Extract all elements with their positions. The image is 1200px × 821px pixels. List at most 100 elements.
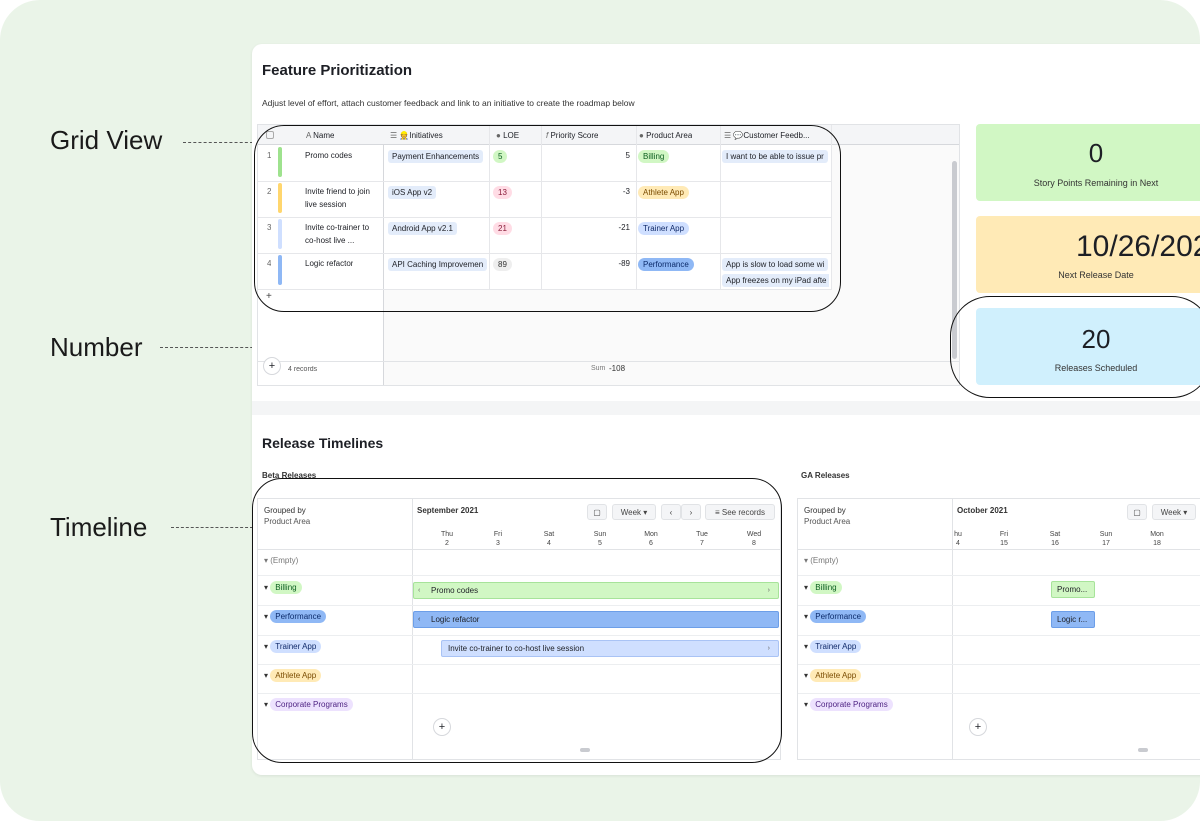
group-corporate-programs[interactable]: ▾ Corporate Programs (264, 698, 353, 711)
column-name-header[interactable]: A Name (306, 131, 335, 140)
loe-pill[interactable]: 89 (493, 258, 512, 271)
add-record-button[interactable]: + (263, 357, 281, 375)
chevron-down-icon: ▾ (264, 612, 269, 621)
chevron-right-icon: › (767, 645, 770, 652)
week-dropdown[interactable]: Week ▾ (612, 504, 656, 520)
chevron-down-icon: ▾ (1183, 507, 1188, 517)
chevron-down-icon: ▾ (264, 583, 269, 592)
row-name[interactable]: Promo codes (305, 151, 353, 160)
timeline-month: October 2021 (957, 506, 1008, 515)
timeline-bar-logic-refactor[interactable]: ‹ Logic refactor (413, 611, 779, 628)
chevron-down-icon: ▾ (643, 507, 648, 517)
column-area-header[interactable]: ● Product Area (639, 131, 693, 140)
column-divider (489, 125, 490, 290)
initiative-chip[interactable]: API Caching Improvemen (388, 258, 488, 271)
day-label: Sat 4 (543, 531, 555, 547)
chevron-right-icon: › (767, 587, 770, 594)
grouped-by-field[interactable]: Product Area (804, 517, 851, 526)
column-feedback-header[interactable]: ☰ 💬Customer Feedb... (724, 131, 810, 140)
row-name[interactable]: Invite co-trainer to (305, 223, 370, 232)
group-billing[interactable]: ▾ Billing (264, 581, 302, 594)
calendar-icon-button[interactable]: ▢ (587, 504, 607, 520)
initiative-chip[interactable]: Android App v2.1 (388, 222, 457, 235)
feedback-chip[interactable]: I want to be able to issue pr (722, 150, 828, 163)
row-divider (258, 253, 831, 254)
loe-pill[interactable]: 21 (493, 222, 512, 235)
chevron-down-icon: ▾ (804, 700, 809, 709)
row-number: 2 (267, 187, 272, 196)
group-corporate-programs[interactable]: ▾ Corporate Programs (804, 698, 893, 711)
column-priority-header[interactable]: f Priority Score (546, 131, 599, 140)
column-divider (636, 125, 637, 290)
timeline-group-divider (412, 499, 413, 759)
section-separator (252, 401, 1200, 415)
chevron-down-icon: ▾ (804, 583, 809, 592)
row-divider (258, 181, 831, 182)
horizontal-scroll-handle[interactable] (580, 748, 590, 752)
chevron-left-icon: ‹ (418, 587, 421, 594)
calendar-icon-button[interactable]: ▢ (1127, 504, 1147, 520)
product-area-pill[interactable]: Trainer App (638, 222, 690, 235)
next-button[interactable]: › (681, 504, 701, 520)
link-field-icon: ☰ (390, 131, 398, 140)
timeline-bar-promo-codes[interactable]: Promo... (1051, 581, 1095, 598)
group-athlete-app[interactable]: ▾ Athlete App (804, 669, 862, 682)
release-date-label: Next Release Date (1058, 270, 1134, 280)
callout-timeline-connector (171, 527, 253, 528)
product-area-pill[interactable]: Billing (638, 150, 670, 163)
priority-score: -21 (618, 223, 630, 232)
group-athlete-app[interactable]: ▾ Athlete App (264, 669, 322, 682)
group-trainer-app[interactable]: ▾ Trainer App (804, 640, 862, 653)
ga-timeline: Grouped by Product Area October 2021 ▢ W… (797, 498, 1200, 760)
priority-score: -89 (618, 259, 630, 268)
grid-view-highlight (254, 125, 841, 312)
row-color-marker (278, 183, 282, 213)
add-record-button[interactable]: + (433, 718, 451, 736)
group-row-divider (798, 664, 1200, 665)
see-records-button[interactable]: ≡ See records (705, 504, 775, 520)
column-loe-header[interactable]: ● LOE (496, 131, 520, 140)
initiative-chip[interactable]: iOS App v2 (388, 186, 437, 199)
prev-button[interactable]: ‹ (661, 504, 681, 520)
product-area-pill[interactable]: Performance (638, 258, 694, 271)
day-label: hu 4 (954, 531, 962, 547)
timeline-bar-logic-refactor[interactable]: Logic r... (1051, 611, 1095, 628)
feedback-chip[interactable]: App freezes on my iPad afte (722, 274, 829, 287)
number-tile-story-points: 0 Story Points Remaining in Next (976, 124, 1200, 201)
loe-pill[interactable]: 5 (493, 150, 508, 163)
group-trainer-app[interactable]: ▾ Trainer App (264, 640, 322, 653)
timeline-header-divider (258, 549, 780, 550)
timeline-bar-promo-codes[interactable]: ‹ Promo codes › (413, 582, 779, 599)
group-empty[interactable]: ▾ (Empty) (804, 556, 839, 565)
timeline-header-divider (798, 549, 1200, 550)
group-performance[interactable]: ▾ Performance (804, 610, 867, 623)
row-name[interactable]: Invite friend to join (305, 187, 370, 196)
story-points-value: 0 (1088, 138, 1104, 168)
chevron-down-icon: ▾ (264, 671, 269, 680)
day-label: Thu 2 (440, 531, 454, 547)
product-area-pill[interactable]: Athlete App (638, 186, 689, 199)
day-label: Mon 6 (644, 531, 658, 547)
grouped-by-field[interactable]: Product Area (264, 517, 311, 526)
column-initiatives-header[interactable]: ☰ 👷Initiatives (390, 131, 443, 140)
row-number: 1 (267, 151, 272, 160)
week-dropdown[interactable]: Week ▾ (1152, 504, 1196, 520)
loe-pill[interactable]: 13 (493, 186, 512, 199)
row-name[interactable]: Logic refactor (305, 259, 354, 268)
number-tile-release-date: 10/26/202 Next Release Date (976, 216, 1200, 293)
group-row-divider (258, 664, 780, 665)
release-date-value: 10/26/202 (1076, 230, 1200, 263)
vertical-scrollbar[interactable] (952, 161, 957, 359)
initiative-chip[interactable]: Payment Enhancements (388, 150, 484, 163)
row-color-marker (278, 255, 282, 285)
timeline-highlight (252, 478, 782, 763)
timeline-bar-invite-cotrainer[interactable]: Invite co-trainer to co-host live sessio… (441, 640, 779, 657)
horizontal-scroll-handle[interactable] (1138, 748, 1148, 752)
group-billing[interactable]: ▾ Billing (804, 581, 842, 594)
group-performance[interactable]: ▾ Performance (264, 610, 327, 623)
feedback-chip[interactable]: App is slow to load some wi (722, 258, 829, 271)
app-window: Feature Prioritization Adjust level of e… (252, 44, 1200, 775)
row-number: 4 (267, 259, 272, 268)
group-empty[interactable]: ▾ (Empty) (264, 556, 299, 565)
add-record-button[interactable]: + (969, 718, 987, 736)
